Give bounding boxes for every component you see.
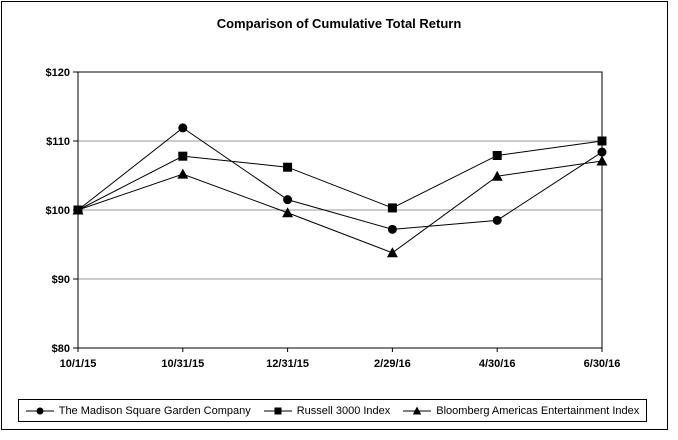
x-axis-label: 10/31/15 bbox=[161, 358, 204, 370]
x-axis-label: 4/30/16 bbox=[479, 358, 516, 370]
data-point-circle bbox=[178, 123, 188, 133]
y-axis-label: $100 bbox=[46, 205, 70, 217]
legend-label-bloomberg: Bloomberg Americas Entertainment Index bbox=[436, 404, 640, 417]
data-point-triangle bbox=[177, 168, 189, 179]
legend-triangle-marker-icon bbox=[403, 406, 432, 414]
legend-label-msg: The Madison Square Garden Company bbox=[58, 404, 251, 417]
series-line-square bbox=[77, 140, 603, 211]
data-point-circle bbox=[283, 195, 293, 205]
legend-square-marker-icon bbox=[263, 407, 292, 414]
data-point-triangle bbox=[596, 155, 608, 166]
data-point-square bbox=[387, 203, 397, 213]
legend-entry-bloomberg: Bloomberg Americas Entertainment Index bbox=[403, 405, 639, 417]
legend-circle-marker-icon bbox=[25, 407, 54, 414]
x-axis-label: 6/30/16 bbox=[584, 358, 621, 370]
y-axis-label: $80 bbox=[52, 343, 70, 355]
series-line-circle bbox=[77, 127, 603, 230]
y-axis-label: $90 bbox=[52, 274, 70, 286]
data-point-square bbox=[597, 136, 607, 146]
legend: The Madison Square Garden Company Russel… bbox=[18, 399, 647, 422]
data-point-circle bbox=[597, 147, 607, 157]
data-point-square bbox=[283, 162, 293, 172]
legend-entry-russell: Russell 3000 Index bbox=[263, 404, 391, 417]
x-axis-label: 10/1/15 bbox=[60, 358, 97, 370]
x-axis-label: 2/29/16 bbox=[374, 358, 411, 370]
data-point-triangle bbox=[72, 204, 84, 215]
data-point-square bbox=[178, 151, 188, 161]
chart-title: Comparison of Cumulative Total Return bbox=[216, 16, 462, 31]
y-axis-label: $120 bbox=[46, 67, 70, 79]
data-point-circle bbox=[492, 215, 502, 225]
data-point-circle bbox=[387, 224, 397, 234]
data-point-square bbox=[492, 150, 502, 160]
series-line-triangle bbox=[77, 160, 603, 254]
data-point-triangle bbox=[282, 207, 294, 218]
legend-label-russell: Russell 3000 Index bbox=[296, 404, 391, 417]
data-point-triangle bbox=[491, 170, 503, 181]
legend-entry-msg: The Madison Square Garden Company bbox=[25, 404, 251, 417]
y-axis-label: $110 bbox=[46, 136, 70, 148]
data-point-triangle bbox=[386, 247, 398, 258]
x-axis-label: 12/31/15 bbox=[266, 358, 309, 370]
